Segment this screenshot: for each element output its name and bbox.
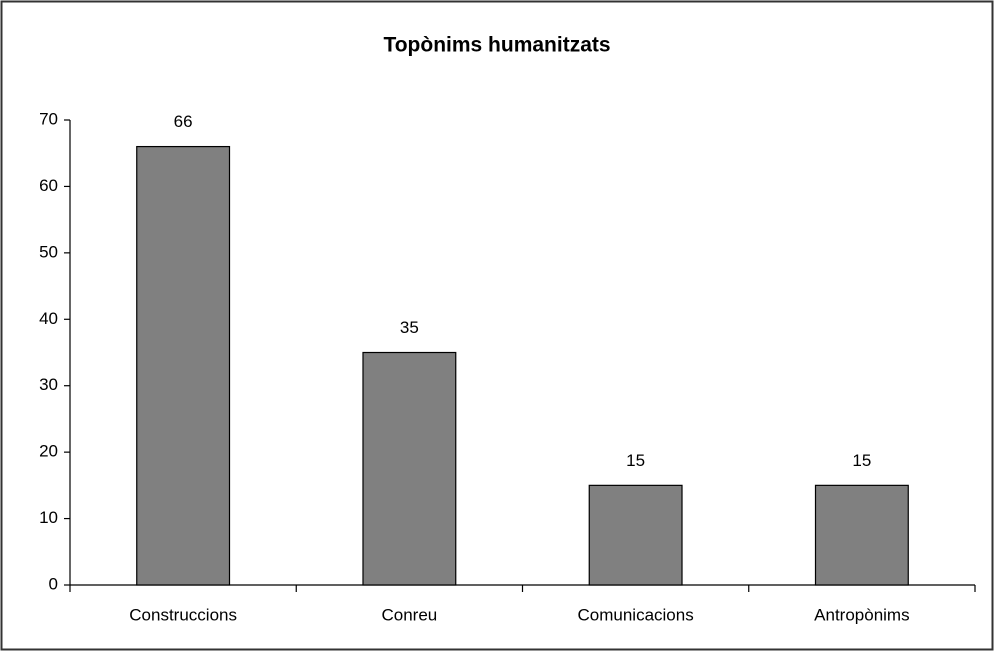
data-label: 35 <box>400 318 419 337</box>
y-tick-label: 0 <box>49 574 58 593</box>
y-tick-label: 70 <box>39 109 58 128</box>
bar <box>814 484 909 586</box>
bar <box>362 351 457 586</box>
data-label: 15 <box>626 451 645 470</box>
data-label: 66 <box>174 112 193 131</box>
bar <box>588 484 683 586</box>
y-tick-label: 10 <box>39 508 58 527</box>
y-tick-label: 40 <box>39 309 58 328</box>
x-tick-label: Construccions <box>129 605 237 624</box>
bar <box>136 145 231 586</box>
y-tick-label: 30 <box>39 375 58 394</box>
x-tick-label: Antropònims <box>814 605 909 624</box>
y-tick-label: 60 <box>39 176 58 195</box>
x-tick-label: Conreu <box>381 605 437 624</box>
chart-title: Topònims humanitzats <box>383 34 610 57</box>
y-tick-label: 50 <box>39 242 58 261</box>
y-tick-label: 20 <box>39 442 58 461</box>
data-label: 15 <box>852 451 871 470</box>
x-tick-label: Comunicacions <box>578 605 694 624</box>
